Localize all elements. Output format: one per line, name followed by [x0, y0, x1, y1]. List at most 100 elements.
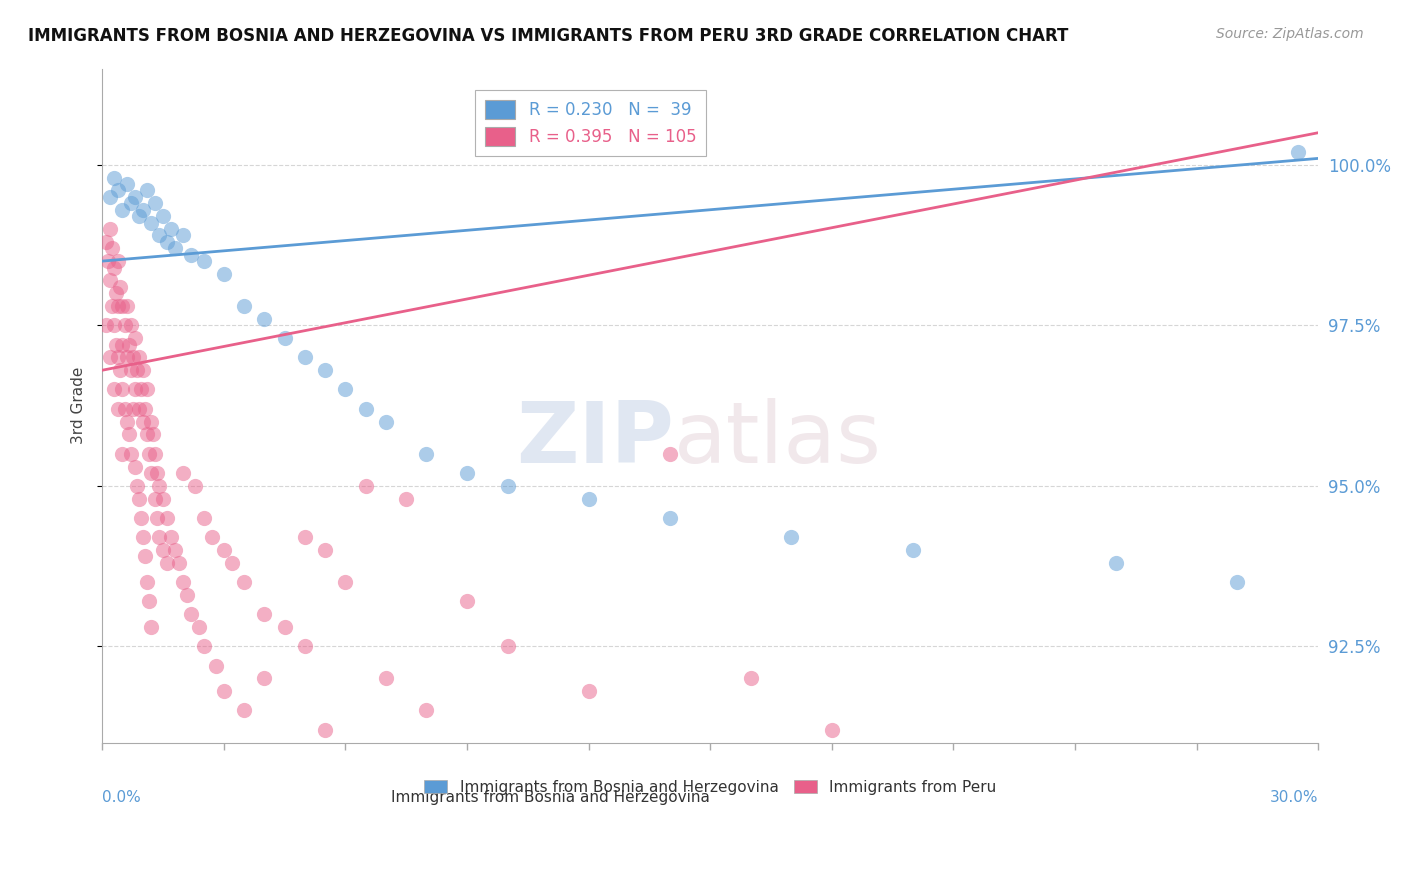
Point — [658, 511, 681, 525]
Point — [456, 594, 478, 608]
Point — [146, 511, 169, 525]
Point — [128, 209, 150, 223]
Point — [294, 351, 316, 365]
Point — [143, 491, 166, 506]
Point — [152, 209, 174, 223]
Point — [142, 427, 165, 442]
Point — [125, 479, 148, 493]
Point — [160, 530, 183, 544]
Point — [167, 556, 190, 570]
Point — [233, 299, 256, 313]
Point — [115, 351, 138, 365]
Point — [146, 466, 169, 480]
Point — [152, 543, 174, 558]
Point — [124, 383, 146, 397]
Point — [101, 241, 124, 255]
Point — [335, 575, 357, 590]
Point — [128, 351, 150, 365]
Point — [294, 530, 316, 544]
Point — [658, 447, 681, 461]
Point — [98, 190, 121, 204]
Point — [111, 299, 134, 313]
Point — [97, 254, 120, 268]
Point — [740, 672, 762, 686]
Point — [120, 318, 142, 333]
Point — [193, 640, 215, 654]
Point — [120, 363, 142, 377]
Point — [103, 383, 125, 397]
Point — [354, 401, 377, 416]
Point — [335, 383, 357, 397]
Point — [176, 588, 198, 602]
Point — [132, 363, 155, 377]
Point — [165, 241, 187, 255]
Point — [156, 235, 179, 249]
Point — [98, 273, 121, 287]
Point — [294, 640, 316, 654]
Point — [103, 170, 125, 185]
Point — [204, 658, 226, 673]
Point — [107, 351, 129, 365]
Point — [139, 620, 162, 634]
Text: atlas: atlas — [673, 398, 882, 481]
Text: IMMIGRANTS FROM BOSNIA AND HERZEGOVINA VS IMMIGRANTS FROM PERU 3RD GRADE CORRELA: IMMIGRANTS FROM BOSNIA AND HERZEGOVINA V… — [28, 27, 1069, 45]
Point — [172, 228, 194, 243]
Point — [98, 222, 121, 236]
Point — [901, 543, 924, 558]
Text: 30.0%: 30.0% — [1270, 789, 1319, 805]
Point — [101, 299, 124, 313]
Point — [128, 401, 150, 416]
Point — [212, 543, 235, 558]
Point — [314, 363, 336, 377]
Point — [152, 491, 174, 506]
Point — [172, 575, 194, 590]
Text: Immigrants from Bosnia and Herzegovina: Immigrants from Bosnia and Herzegovina — [391, 789, 710, 805]
Text: Source: ZipAtlas.com: Source: ZipAtlas.com — [1216, 27, 1364, 41]
Point — [180, 248, 202, 262]
Point — [129, 511, 152, 525]
Point — [110, 363, 132, 377]
Point — [132, 415, 155, 429]
Point — [456, 466, 478, 480]
Point — [201, 530, 224, 544]
Point — [148, 228, 170, 243]
Point — [132, 530, 155, 544]
Y-axis label: 3rd Grade: 3rd Grade — [72, 367, 86, 444]
Text: ZIP: ZIP — [516, 398, 673, 481]
Point — [578, 684, 600, 698]
Point — [188, 620, 211, 634]
Point — [124, 331, 146, 345]
Point — [415, 447, 437, 461]
Point — [253, 311, 276, 326]
Point — [121, 401, 143, 416]
Point — [193, 254, 215, 268]
Point — [107, 401, 129, 416]
Point — [110, 280, 132, 294]
Point — [496, 479, 519, 493]
Point — [354, 479, 377, 493]
Point — [375, 415, 398, 429]
Point — [120, 447, 142, 461]
Point — [117, 427, 139, 442]
Point — [134, 549, 156, 564]
Point — [120, 196, 142, 211]
Point — [148, 530, 170, 544]
Point — [105, 337, 128, 351]
Point — [121, 351, 143, 365]
Point — [139, 216, 162, 230]
Point — [156, 556, 179, 570]
Point — [1226, 575, 1249, 590]
Point — [821, 723, 844, 737]
Point — [105, 286, 128, 301]
Point — [160, 222, 183, 236]
Point — [172, 466, 194, 480]
Point — [180, 607, 202, 622]
Point — [578, 491, 600, 506]
Point — [375, 672, 398, 686]
Point — [117, 337, 139, 351]
Point — [103, 260, 125, 275]
Point — [780, 530, 803, 544]
Point — [233, 703, 256, 717]
Text: 0.0%: 0.0% — [103, 789, 141, 805]
Point — [1286, 145, 1309, 159]
